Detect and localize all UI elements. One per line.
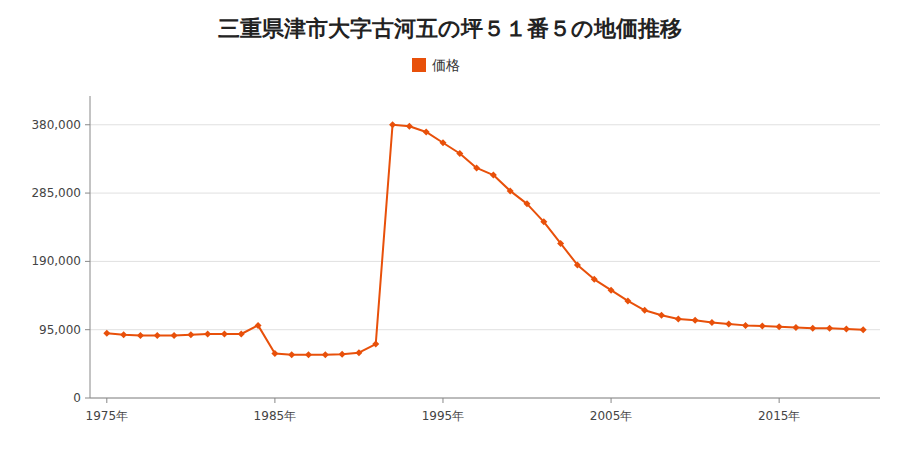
data-point bbox=[792, 324, 799, 331]
y-grid bbox=[90, 125, 880, 398]
plot-area bbox=[103, 121, 866, 358]
data-point bbox=[490, 172, 497, 179]
legend-swatch bbox=[412, 58, 426, 72]
y-tick bbox=[85, 398, 90, 399]
grid-line bbox=[90, 261, 880, 262]
data-point bbox=[339, 351, 346, 358]
grid-line bbox=[90, 193, 880, 194]
x-tick bbox=[611, 398, 612, 403]
data-point bbox=[608, 287, 615, 294]
y-tick bbox=[85, 124, 90, 125]
grid-line bbox=[90, 124, 880, 125]
x-tick bbox=[779, 398, 780, 403]
data-point bbox=[288, 351, 295, 358]
x-axis-line bbox=[90, 398, 880, 399]
data-point bbox=[305, 351, 312, 358]
data-point bbox=[238, 331, 245, 338]
data-point bbox=[557, 240, 564, 247]
data-point bbox=[221, 331, 228, 338]
x-tick bbox=[106, 398, 107, 403]
legend: 価格 bbox=[412, 57, 460, 73]
data-point bbox=[759, 323, 766, 330]
data-point bbox=[204, 331, 211, 338]
data-point bbox=[826, 325, 833, 332]
data-point bbox=[675, 315, 682, 322]
y-tick-label: 0 bbox=[73, 391, 81, 405]
data-point bbox=[103, 330, 110, 337]
x-tick bbox=[274, 398, 275, 403]
data-point bbox=[574, 261, 581, 268]
grid-line bbox=[90, 329, 880, 330]
data-point bbox=[389, 121, 396, 128]
data-point bbox=[271, 350, 278, 357]
y-axis: 0 95,000 190,000 285,000 380,000 bbox=[31, 96, 90, 405]
data-point bbox=[406, 123, 413, 130]
data-point bbox=[860, 326, 867, 333]
title: 三重県津市大字古河五の坪５１番５の地価推移 bbox=[218, 16, 682, 41]
y-axis-line bbox=[90, 96, 91, 398]
y-tick bbox=[85, 193, 90, 194]
data-point bbox=[154, 332, 161, 339]
y-tick bbox=[85, 261, 90, 262]
data-point bbox=[658, 312, 665, 319]
data-point bbox=[507, 187, 514, 194]
data-point bbox=[255, 322, 262, 329]
x-tick-label: 2015年 bbox=[758, 409, 801, 423]
y-tick-label: 95,000 bbox=[39, 323, 81, 337]
data-point bbox=[809, 325, 816, 332]
x-axis: 1975年 1985年 1995年 2005年 2015年 bbox=[86, 398, 880, 423]
grid-line bbox=[90, 398, 880, 399]
data-point bbox=[187, 331, 194, 338]
series-line bbox=[107, 125, 863, 355]
data-point bbox=[742, 322, 749, 329]
data-point bbox=[591, 276, 598, 283]
data-point bbox=[473, 164, 480, 171]
data-point bbox=[692, 317, 699, 324]
chart: 三重県津市大字古河五の坪５１番５の地価推移価格 0 95,000 190,000 285… bbox=[0, 0, 900, 450]
data-point bbox=[708, 319, 715, 326]
y-tick-label: 380,000 bbox=[31, 118, 81, 132]
x-tick-label: 2005年 bbox=[590, 409, 633, 423]
x-tick bbox=[442, 398, 443, 403]
x-tick-label: 1995年 bbox=[422, 409, 465, 423]
data-point bbox=[641, 307, 648, 314]
y-tick-label: 190,000 bbox=[31, 254, 81, 268]
data-point bbox=[456, 150, 463, 157]
data-point bbox=[624, 297, 631, 304]
data-point bbox=[322, 351, 329, 358]
y-tick-label: 285,000 bbox=[31, 186, 81, 200]
x-tick-label: 1975年 bbox=[86, 409, 129, 423]
data-point bbox=[540, 218, 547, 225]
y-tick bbox=[85, 329, 90, 330]
data-point bbox=[524, 200, 531, 207]
data-point bbox=[120, 331, 127, 338]
data-point bbox=[355, 349, 362, 356]
legend-label: 価格 bbox=[432, 57, 460, 73]
data-point bbox=[843, 325, 850, 332]
data-point bbox=[725, 320, 732, 327]
data-point bbox=[372, 341, 379, 348]
data-point bbox=[776, 323, 783, 330]
data-point bbox=[137, 332, 144, 339]
x-tick-label: 1985年 bbox=[254, 409, 297, 423]
data-point bbox=[439, 139, 446, 146]
data-point bbox=[423, 128, 430, 135]
data-point bbox=[171, 332, 178, 339]
